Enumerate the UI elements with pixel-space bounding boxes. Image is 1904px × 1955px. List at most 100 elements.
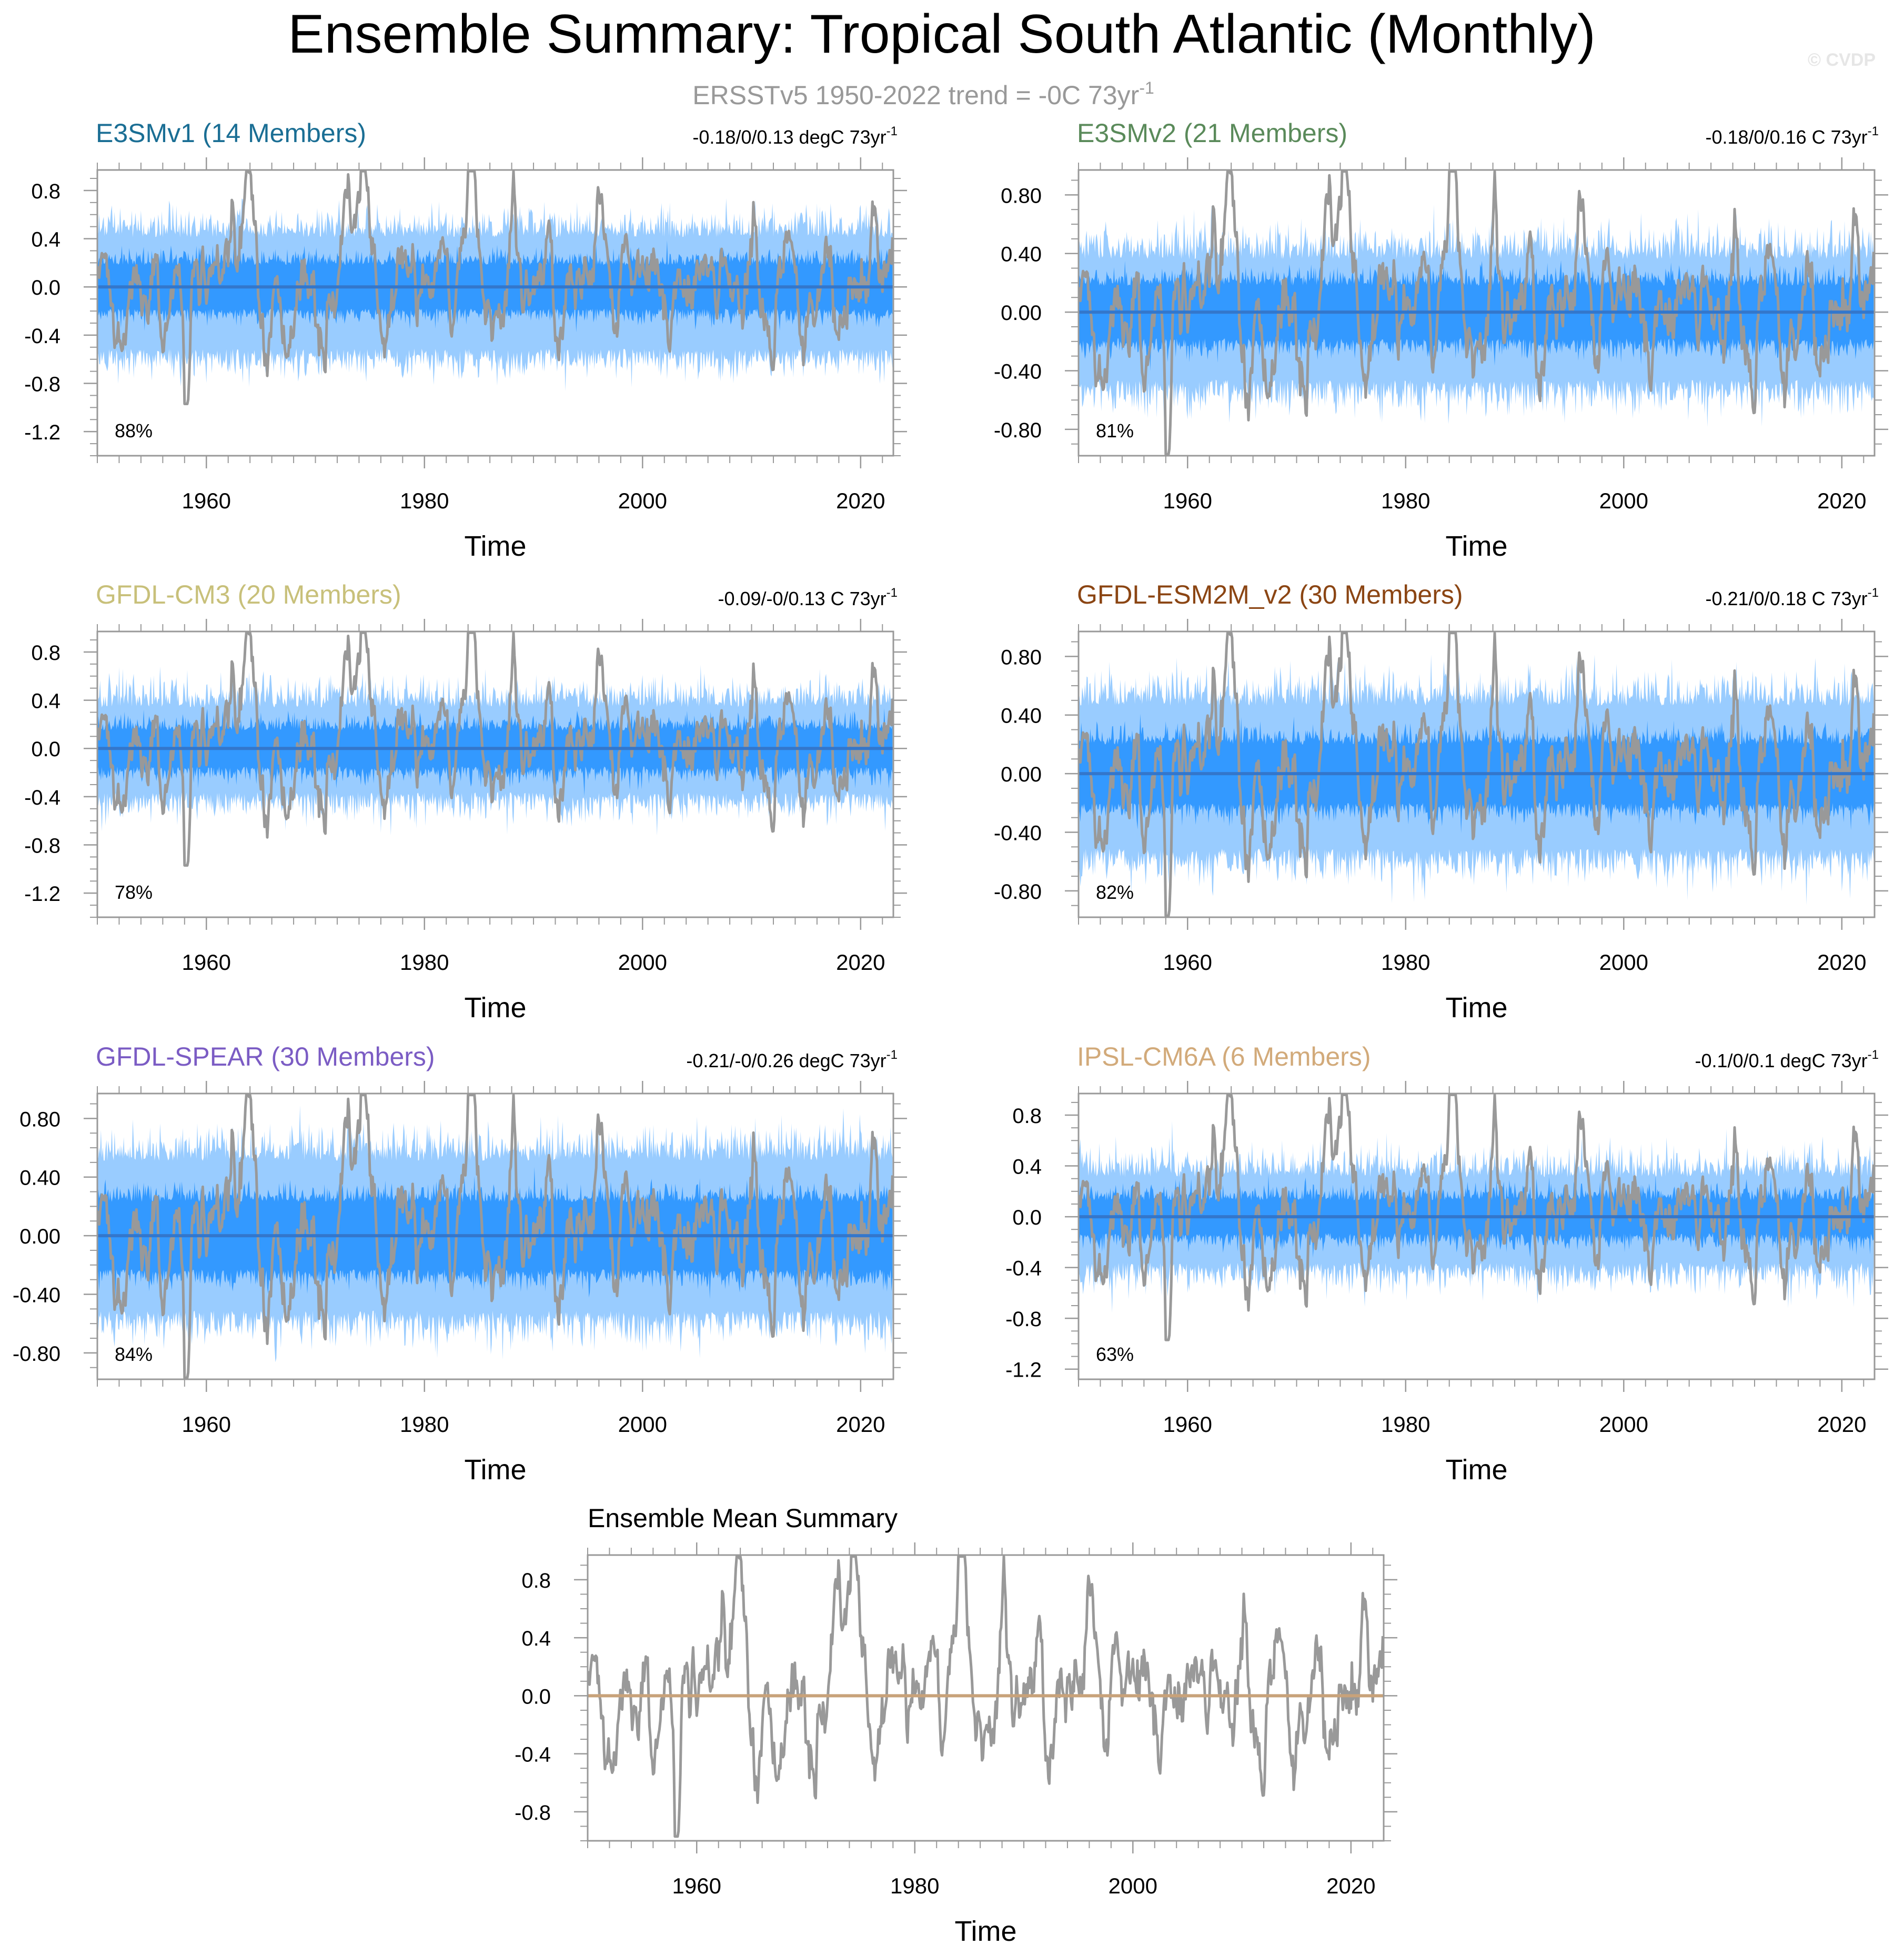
trend-label-sup: -1	[1868, 124, 1879, 138]
y-tick-label: 0.00	[1001, 763, 1042, 786]
panel-3: 1960 1980 2000 2020 0.8 0.4 0.0 -0.4 -0.8 -1.2 GFD…	[24, 580, 907, 1024]
x-tick-label: 1980	[1381, 950, 1430, 975]
x-tick-label: 1980	[890, 1873, 939, 1898]
trend-label: -0.09/-0/0.13 C 73yr-1	[718, 586, 898, 609]
y-tick-label: -0.40	[994, 360, 1042, 383]
percent-label: 81%	[1096, 420, 1134, 442]
panel-title: E3SMv2 (21 Members)	[1077, 118, 1347, 148]
trend-label-sup: -1	[1868, 1048, 1879, 1062]
y-tick-label: 0.40	[1001, 705, 1042, 728]
y-tick-label: -0.80	[994, 419, 1042, 442]
x-tick-label: 1960	[1163, 1412, 1212, 1437]
panel-title: IPSL-CM6A (6 Members)	[1077, 1042, 1371, 1071]
y-tick-label: 0.40	[1001, 243, 1042, 266]
y-tick-label: -0.40	[994, 821, 1042, 845]
percent-label: 88%	[115, 420, 153, 442]
x-tick-label: 2000	[618, 950, 667, 975]
y-tick-label: 0.0	[31, 738, 61, 761]
x-tick-label: 2000	[618, 488, 667, 513]
figure-title: Ensemble Summary: Tropical South Atlanti…	[288, 4, 1595, 65]
trend-label-text: -0.09/-0/0.13 C 73yr	[718, 588, 886, 609]
trend-label-text: -0.21/0/0.18 C 73yr	[1705, 588, 1867, 609]
y-tick-label: 0.0	[31, 276, 61, 299]
observed-series-line	[97, 1094, 893, 1379]
ensemble-inner-band	[97, 708, 893, 797]
panel-title: GFDL-SPEAR (30 Members)	[96, 1042, 435, 1071]
x-tick-label: 2020	[1817, 950, 1866, 975]
x-axis-label: Time	[465, 530, 527, 562]
observed-series-line	[1079, 631, 1875, 917]
plot-frame	[1077, 1092, 1876, 1380]
percent-label: 82%	[1096, 881, 1134, 903]
y-tick-label: 0.8	[521, 1569, 551, 1592]
y-tick-label: -0.8	[24, 373, 61, 396]
trend-label: -0.21/-0/0.26 degC 73yr-1	[686, 1048, 898, 1071]
x-tick-label: 1980	[400, 1412, 449, 1437]
x-axis-label: Time	[955, 1916, 1017, 1947]
trend-label: -0.21/0/0.18 C 73yr-1	[1705, 586, 1879, 609]
plot-frame	[1077, 630, 1876, 918]
percent-label: 78%	[115, 881, 153, 903]
y-tick-label: 0.0	[1012, 1206, 1042, 1229]
y-tick-label: 0.80	[1001, 646, 1042, 669]
y-tick-label: 0.4	[1012, 1156, 1042, 1179]
trend-label: -0.18/0/0.13 degC 73yr-1	[692, 124, 898, 148]
plot-area	[1079, 631, 1875, 917]
plot-area	[97, 1094, 893, 1379]
panel-6: 1960 1980 2000 2020 0.8 0.4 0.0 -0.4 -0.8 -1.2 IPS…	[1005, 1042, 1888, 1486]
plot-area	[97, 631, 893, 867]
panel-4: 1960 1980 2000 2020 0.80 0.40 0.00 -0.40 -0.80 GF…	[994, 580, 1888, 1024]
x-axis-label: Time	[1446, 992, 1508, 1024]
y-tick-label: 0.4	[521, 1627, 551, 1650]
plot-frame	[96, 630, 894, 918]
y-tick-label: 0.00	[1001, 302, 1042, 325]
plot-frame	[96, 1092, 894, 1380]
panel-2: 1960 1980 2000 2020 0.80 0.40 0.00 -0.40 -0.80 E3…	[994, 118, 1888, 562]
trend-label-text: -0.21/-0/0.26 degC 73yr	[686, 1050, 886, 1071]
y-tick-label: -1.2	[24, 421, 61, 444]
y-tick-label: -0.8	[1005, 1308, 1042, 1331]
x-tick-label: 1960	[182, 488, 231, 513]
y-tick-label: -1.2	[24, 883, 61, 906]
x-axis-label: Time	[465, 1454, 527, 1486]
plot-area	[588, 1555, 1384, 1838]
trend-label-sup: -1	[1868, 586, 1879, 600]
y-tick-label: -0.8	[24, 835, 61, 858]
panel-7: 1960 1980 2000 2020 0.8 0.4 0.0 -0.4 -0.8 Ensembl…	[515, 1503, 1397, 1947]
x-tick-label: 2020	[836, 488, 885, 513]
y-tick-label: 0.8	[31, 641, 61, 665]
x-tick-label: 1980	[1381, 1412, 1430, 1437]
trend-label-text: -0.18/0/0.13 degC 73yr	[692, 126, 886, 148]
y-tick-label: -0.4	[515, 1743, 551, 1767]
y-tick-label: -0.40	[13, 1284, 61, 1307]
trend-label: -0.1/0/0.1 degC 73yr-1	[1695, 1048, 1879, 1071]
x-tick-label: 1960	[1163, 488, 1212, 513]
trend-label: -0.18/0/0.16 C 73yr-1	[1705, 124, 1879, 148]
x-tick-label: 2020	[1817, 488, 1866, 513]
panel-1: 1960 1980 2000 2020 0.8 0.4 0.0 -0.4 -0.8 -1.2 E3S…	[24, 118, 907, 562]
plot-frame	[1077, 169, 1876, 457]
plot-frame	[587, 1554, 1385, 1842]
y-tick-label: -0.4	[24, 325, 61, 348]
plot-area	[1079, 1094, 1875, 1341]
figure-subtitle-sup: -1	[1139, 78, 1154, 97]
trend-label-sup: -1	[886, 586, 898, 600]
y-tick-label: 0.00	[19, 1225, 61, 1248]
y-tick-label: -0.4	[1005, 1257, 1042, 1280]
panel-title: Ensemble Mean Summary	[588, 1503, 898, 1533]
x-tick-label: 1980	[400, 950, 449, 975]
y-tick-label: 0.8	[31, 180, 61, 203]
trend-label-text: -0.18/0/0.16 C 73yr	[1705, 126, 1867, 148]
plot-area	[1079, 170, 1875, 456]
plot-area	[97, 170, 893, 405]
x-tick-label: 2020	[1326, 1873, 1375, 1898]
observed-series-line	[588, 1555, 1384, 1838]
y-tick-label: 0.40	[19, 1167, 61, 1190]
trend-label-sup: -1	[886, 124, 898, 138]
x-tick-label: 2000	[1599, 950, 1648, 975]
x-tick-label: 2020	[836, 950, 885, 975]
panel-title: E3SMv1 (14 Members)	[96, 118, 366, 148]
percent-label: 84%	[115, 1344, 153, 1365]
x-tick-label: 1960	[672, 1873, 721, 1898]
